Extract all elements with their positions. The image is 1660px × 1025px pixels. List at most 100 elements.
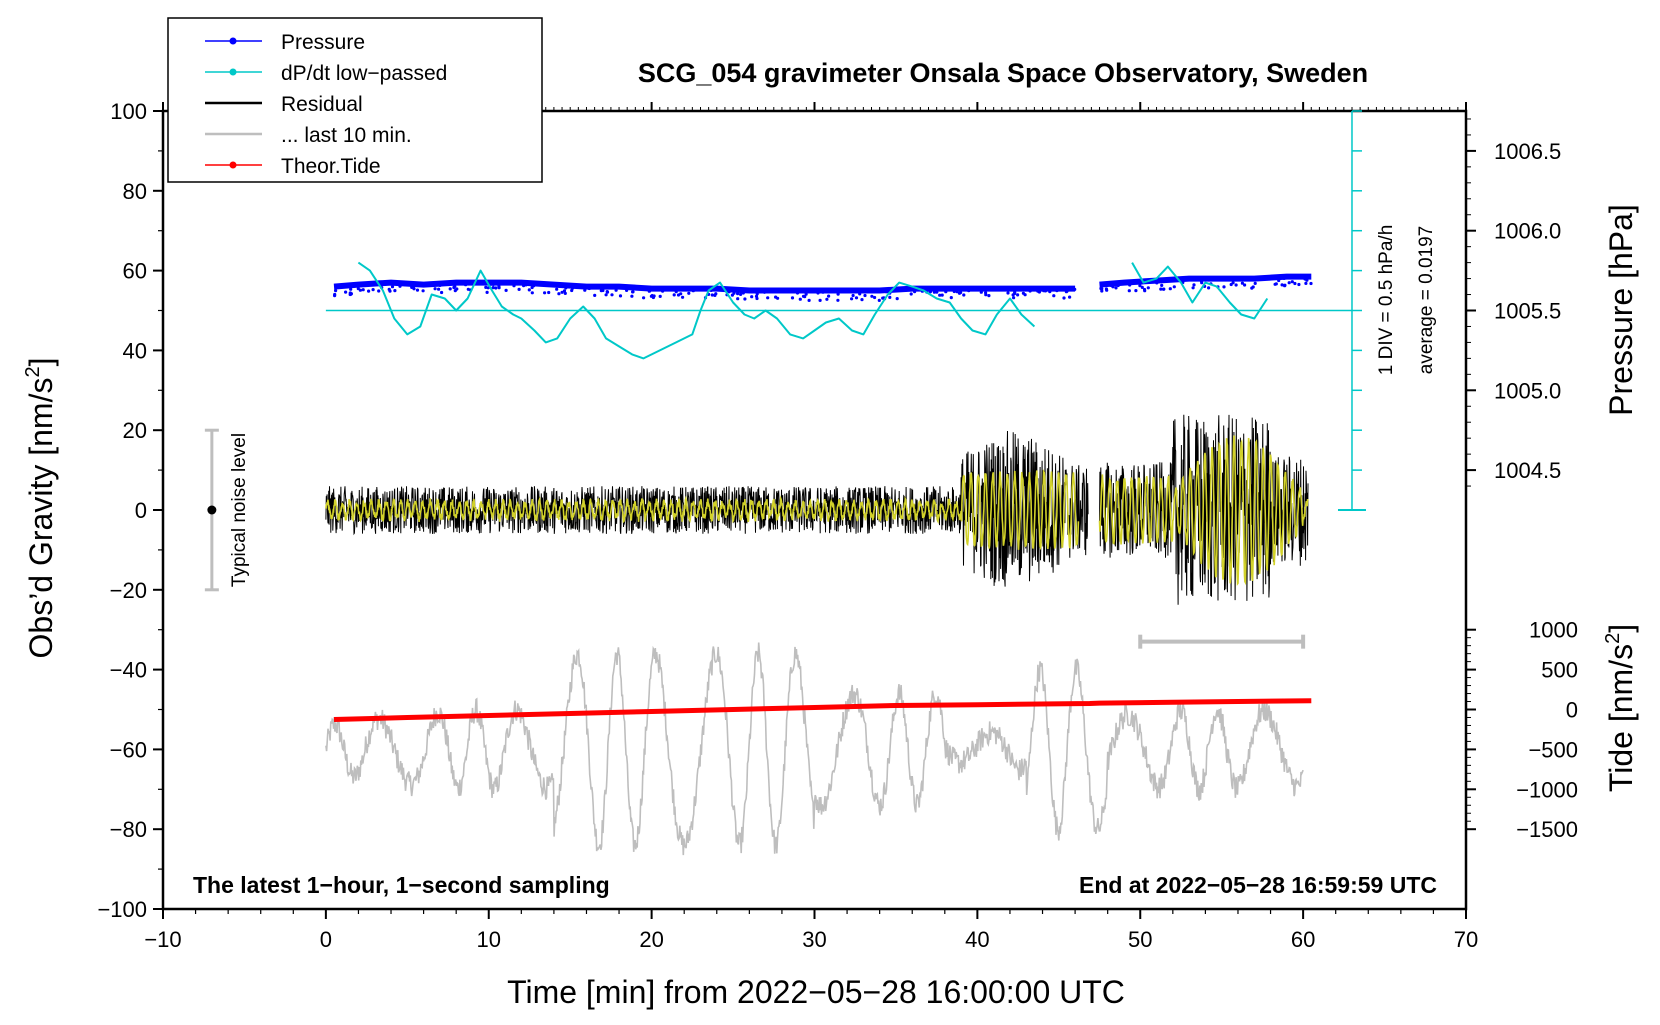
pressure-point [1226,277,1230,281]
pressure-point [1155,281,1159,285]
pressure-point [1073,287,1077,291]
pressure-point [730,293,735,297]
pressure-point [1297,282,1301,287]
pressure-point [870,294,874,298]
pressure-point [1240,281,1244,285]
tide-tick-label: −1500 [1516,817,1578,842]
pressure-point [743,297,747,301]
pressure-point [421,289,425,293]
pressure-point [433,287,437,291]
pressure-point [1207,286,1211,290]
x-tick-label: −10 [144,927,181,952]
dpdt-scale-bar [1337,110,1366,511]
pressure-point [1167,278,1171,282]
pressure-point [959,290,963,295]
pressure-point [986,287,990,292]
series-line [1099,273,1312,288]
residual-filtered-line [325,468,1080,551]
pressure-tick-label: 1006.5 [1494,139,1561,164]
pressure-point [642,296,646,300]
pressure-point [1028,289,1032,293]
pressure-point [393,289,397,293]
pressure-point [952,289,956,294]
pressure-point [1275,276,1279,280]
pressure-point [804,290,808,294]
y-tick-label: −40 [110,658,147,683]
pressure-point [348,291,352,295]
pressure-point [877,298,881,302]
pressure-point [485,290,489,294]
pressure-point [888,295,892,299]
series-line [333,279,1076,294]
pressure-point [901,288,905,292]
pressure-point [361,288,365,292]
pressure-point [1143,289,1147,293]
pressure-point [1303,277,1307,281]
x-tick-label: 0 [320,927,332,952]
y-axis-title: Obs’d Gravity [nm/s2] [22,358,59,659]
pressure-point [884,290,888,294]
pressure-point [1055,289,1059,293]
pressure-point [913,288,917,292]
pressure-point [604,293,608,297]
pressure-point [1100,289,1104,293]
pressure-point [1016,293,1020,297]
y-tick-label: 100 [110,99,147,124]
average-label: average = 0.0197 [1416,226,1437,374]
series-line [357,261,1036,360]
pressure-point [661,289,665,293]
pressure-point [1052,294,1056,298]
x-axis-title: Time [min] from 2022−05−28 16:00:00 UTC [507,974,1125,1010]
pressure-point [1289,275,1293,279]
pressure-point [543,291,547,295]
tide-tick-label: 1000 [1529,618,1578,643]
pressure-point [816,291,820,295]
pressure-point [587,286,591,291]
pressure-point [358,288,362,292]
pressure-point [1283,284,1287,288]
pressure-point [547,290,551,295]
x-tick-label: 50 [1128,927,1152,952]
pressure-point [1304,281,1308,285]
pressure-point [403,283,407,287]
pressure-point [530,291,534,295]
pressure-point [1253,281,1257,285]
pressure-point [736,297,740,301]
pressure-point [851,293,855,298]
pressure-point [484,285,488,289]
pressure-point [1159,287,1163,291]
ten-min-bar [1138,634,1306,649]
tide-tick-label: −500 [1528,737,1578,762]
tide-ticks: 1000 500 0 −500 −1000 −1500 [1466,618,1578,842]
pressure-point [522,282,526,286]
pressure-point [818,298,822,302]
pressure-point [1114,286,1118,290]
pressure-point [455,287,459,291]
pressure-point [766,296,770,300]
pressure-point [371,288,375,292]
tide-axis-title: Tide [nm/s2] [1602,624,1639,792]
series-layer [325,261,1352,722]
pressure-point [1099,286,1103,291]
pressure-point [344,290,348,294]
pressure-point [755,292,759,296]
y-tick-label: −80 [110,817,147,842]
pressure-point [1138,284,1142,288]
y-tick-label: 40 [123,338,147,363]
pressure-point [462,281,466,285]
div-label: 1 DIV = 0.5 hPa/h [1376,225,1397,376]
pressure-point [530,285,534,290]
pressure-point [1207,278,1211,282]
pressure-point [1127,289,1131,293]
y-axis-title-sup: 2 [22,366,44,377]
pressure-point [563,291,567,295]
pressure-point [652,294,656,298]
legend: Pressure dP/dt low−passed Residual ... last… [167,17,543,183]
pressure-point [491,286,495,290]
pressure-point [394,282,398,286]
pressure-point [962,293,966,297]
pressure-point [676,293,681,297]
right-note: End at 2022−05−28 16:59:59 UTC [1079,872,1437,898]
